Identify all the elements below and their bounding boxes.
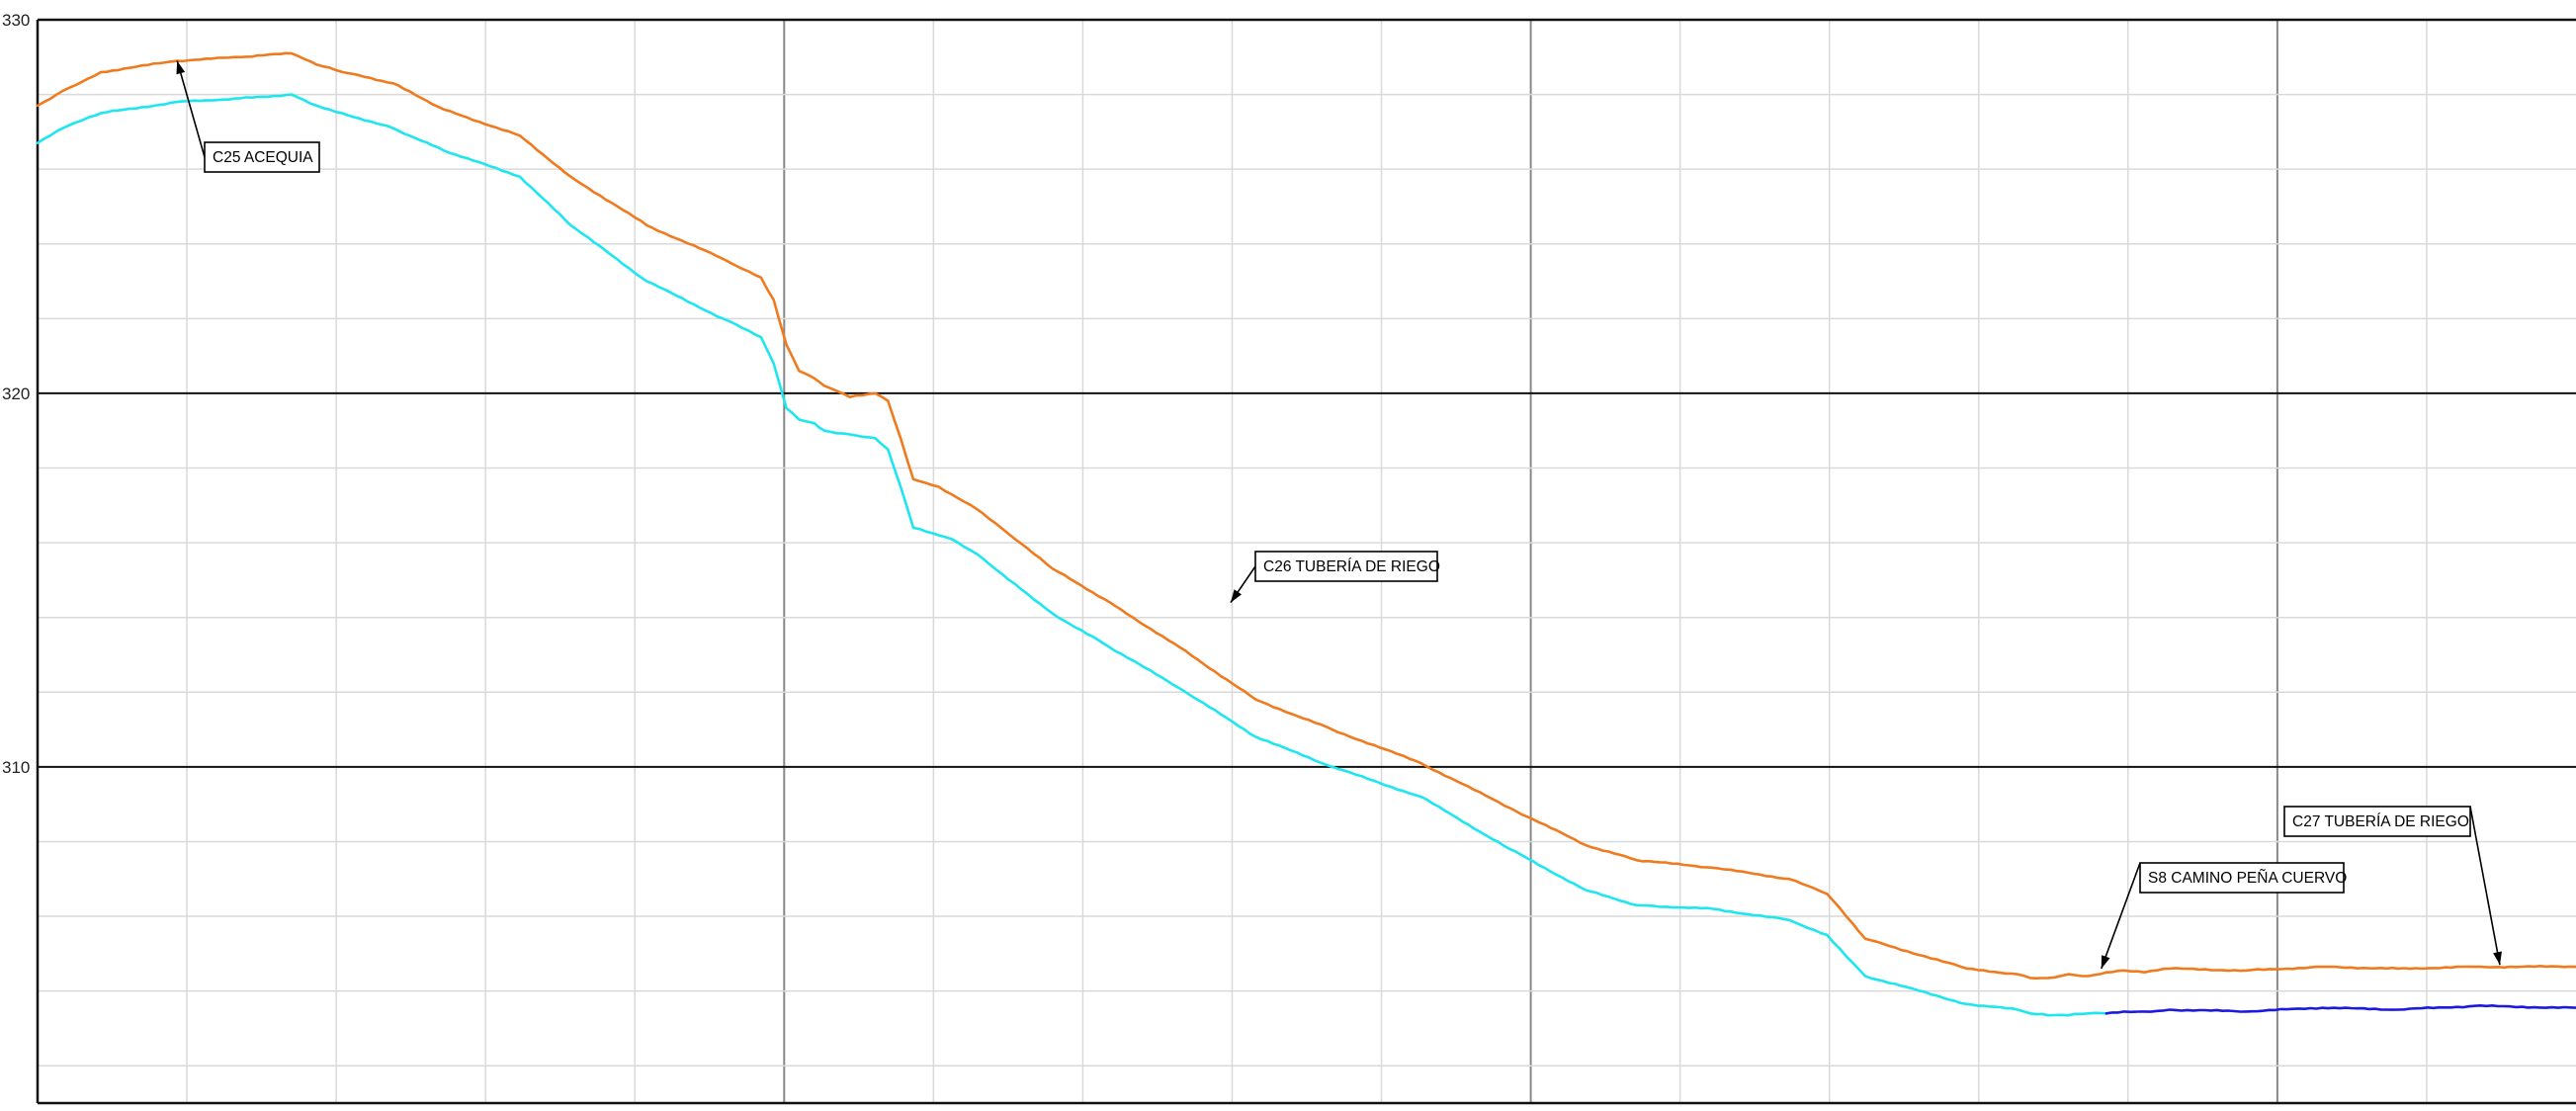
series-layer bbox=[36, 51, 2576, 1017]
arrowhead bbox=[2493, 951, 2502, 966]
arrowhead bbox=[2101, 955, 2110, 969]
callout-label: C26 TUBERÍA DE RIEGO bbox=[1263, 558, 1440, 575]
callout-box bbox=[1254, 551, 1438, 582]
annotation-callout: C25 ACEQUIA bbox=[176, 60, 320, 173]
callout-box bbox=[2139, 862, 2345, 894]
y-tick-label: 310 bbox=[2, 758, 30, 777]
leader-line bbox=[176, 60, 206, 158]
callout-label: C27 TUBERÍA DE RIEGO bbox=[2292, 813, 2469, 830]
arrowhead bbox=[1230, 589, 1243, 603]
callout-box bbox=[2283, 806, 2471, 837]
series-line-2 bbox=[36, 93, 2108, 1017]
callout-label: S8 CAMINO PEÑA CUERVO bbox=[2148, 870, 2347, 887]
annotation-callout: C26 TUBERÍA DE RIEGO bbox=[1230, 551, 1440, 604]
leader-line bbox=[2469, 806, 2501, 966]
annotation-callout: S8 CAMINO PEÑA CUERVO bbox=[2101, 862, 2347, 970]
series-line-3 bbox=[2104, 1003, 2576, 1015]
callout-box bbox=[204, 141, 320, 173]
series-line-1 bbox=[36, 51, 2576, 981]
annotation-callout: C27 TUBERÍA DE RIEGO bbox=[2283, 806, 2502, 966]
y-tick-labels: 310 320 330 bbox=[2, 11, 30, 777]
plot-frame bbox=[36, 18, 2576, 1105]
arrowhead bbox=[176, 60, 186, 75]
y-tick-label: 330 bbox=[2, 11, 30, 30]
annotation-callouts: C25 ACEQUIA C26 TUBERÍA DE RIEGO S8 CAMINO… bbox=[176, 60, 2502, 970]
callout-label: C25 ACEQUIA bbox=[213, 149, 313, 166]
leader-line bbox=[2101, 862, 2141, 970]
chart-grid bbox=[38, 20, 2576, 1103]
y-tick-label: 320 bbox=[2, 385, 30, 403]
